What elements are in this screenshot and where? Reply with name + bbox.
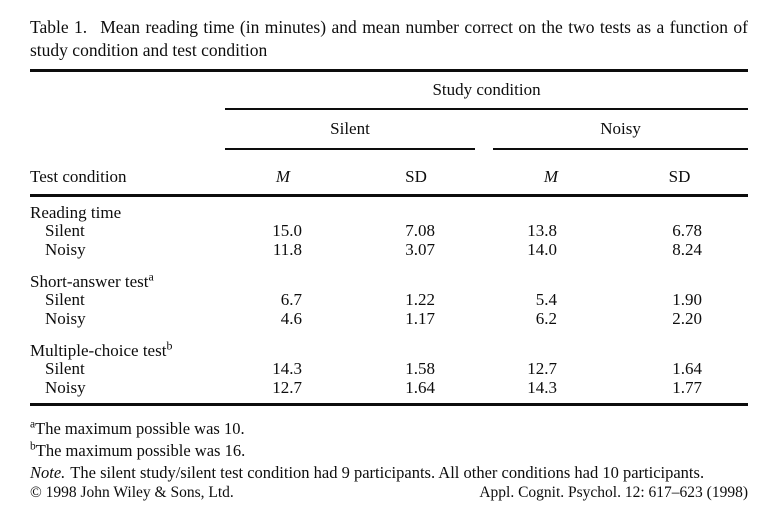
journal-reference: Appl. Cognit. Psychol. 12: 617–623 (1998… <box>479 484 748 501</box>
cell-silent-m: 6.7 <box>280 290 302 309</box>
row-label: Silent <box>45 359 85 378</box>
table-caption-label: Table 1. <box>30 17 88 37</box>
cell-noisy-m: 13.8 <box>527 221 557 240</box>
cell-silent-m: 14.3 <box>272 359 302 378</box>
table-row: Noisy 11.8 3.07 14.0 8.24 <box>30 239 748 260</box>
col-header-silent-sd: SD <box>341 150 491 197</box>
cell-silent-sd: 1.22 <box>405 290 435 309</box>
group-header-noisy-label: Noisy <box>493 119 749 150</box>
cell-noisy-m: 14.3 <box>527 377 557 397</box>
spanner-row: Study condition <box>30 70 749 110</box>
cell-noisy-sd: 1.90 <box>672 290 703 309</box>
spanner-header: Study condition <box>225 70 749 110</box>
cell-silent-sd: 3.07 <box>405 239 435 259</box>
footnote-note: Note. The silent study/silent test condit… <box>30 462 748 484</box>
group-header-row: Silent Noisy <box>30 109 749 150</box>
cell-noisy-sd: 2.20 <box>672 308 703 328</box>
footnote-note-marker: Note. <box>30 463 66 482</box>
cell-noisy-m: 14.0 <box>527 239 557 259</box>
col-header-noisy-sd: SD <box>611 150 749 197</box>
group-header-silent-label: Silent <box>225 119 475 150</box>
cell-silent-sd: 1.64 <box>405 377 435 397</box>
cell-noisy-sd: 6.78 <box>672 221 703 240</box>
cell-silent-sd: 1.58 <box>405 359 435 378</box>
stub-header: Test condition <box>30 150 225 197</box>
group-label: Reading time <box>30 203 122 222</box>
table-row: Silent 15.0 7.08 13.8 6.78 <box>30 221 748 241</box>
group-label: Multiple-choice testb <box>30 338 173 360</box>
cell-silent-m: 4.6 <box>280 308 302 328</box>
row-label: Silent <box>45 290 85 309</box>
cell-silent-sd: 7.08 <box>405 221 435 240</box>
row-label: Silent <box>45 221 85 240</box>
cell-noisy-m: 5.4 <box>535 290 557 309</box>
column-header-row: Test condition M SD M SD <box>30 150 749 197</box>
footnote-a: aThe maximum possible was 10. <box>30 418 748 440</box>
table-row: Noisy 12.7 1.64 14.3 1.77 <box>30 377 748 405</box>
cell-noisy-sd: 1.77 <box>672 377 703 397</box>
row-label: Noisy <box>45 308 86 328</box>
col-header-noisy-m: M <box>491 150 611 197</box>
table-footnotes: aThe maximum possible was 10. bThe maxim… <box>30 418 748 484</box>
footnote-b-marker: b <box>30 440 36 453</box>
table-row: Noisy 4.6 1.17 6.2 2.20 <box>30 308 748 329</box>
grouphead-empty-cell <box>30 109 225 150</box>
results-table: Study condition Silent Noisy Test condit… <box>30 69 749 406</box>
table-row-group-multiple-choice: Multiple-choice testb <box>30 328 748 360</box>
footnote-b: bThe maximum possible was 16. <box>30 440 748 462</box>
cell-silent-m: 12.7 <box>272 377 302 397</box>
cell-noisy-m: 12.7 <box>527 359 557 378</box>
footnote-a-text: The maximum possible was 10. <box>35 419 245 438</box>
table-row: Silent 6.7 1.22 5.4 1.90 <box>30 290 748 310</box>
group-label: Short-answer testa <box>30 269 154 291</box>
footnote-b-text: The maximum possible was 16. <box>35 441 246 460</box>
cell-silent-m: 15.0 <box>272 221 302 240</box>
footnote-marker-a: a <box>148 269 154 284</box>
footnote-note-text: The silent study/silent test condition h… <box>70 463 705 482</box>
cell-silent-m: 11.8 <box>272 239 302 259</box>
table-caption: Table 1. Mean reading time (in minutes) a… <box>30 16 748 62</box>
table-caption-text: Mean reading time (in minutes) and mean … <box>30 17 748 60</box>
cell-noisy-m: 6.2 <box>535 308 557 328</box>
col-header-silent-m: M <box>225 150 341 197</box>
spanner-empty-cell <box>30 71 225 110</box>
copyright-line: © 1998 John Wiley & Sons, Ltd. <box>30 484 234 501</box>
cell-silent-sd: 1.17 <box>405 308 435 328</box>
page-footer: © 1998 John Wiley & Sons, Ltd. Appl. Cog… <box>30 484 748 502</box>
row-label: Noisy <box>45 239 86 259</box>
table-row-group-reading-time: Reading time <box>30 196 748 222</box>
cell-noisy-sd: 8.24 <box>672 239 703 259</box>
row-label: Noisy <box>45 377 86 397</box>
table-row-group-short-answer: Short-answer testa <box>30 259 748 291</box>
footnote-marker-b: b <box>166 338 173 353</box>
group-header-silent: Silent <box>225 109 491 150</box>
footnote-a-marker: a <box>30 418 36 431</box>
group-header-noisy: Noisy <box>491 109 749 150</box>
table-row: Silent 14.3 1.58 12.7 1.64 <box>30 359 748 379</box>
cell-noisy-sd: 1.64 <box>672 359 703 378</box>
